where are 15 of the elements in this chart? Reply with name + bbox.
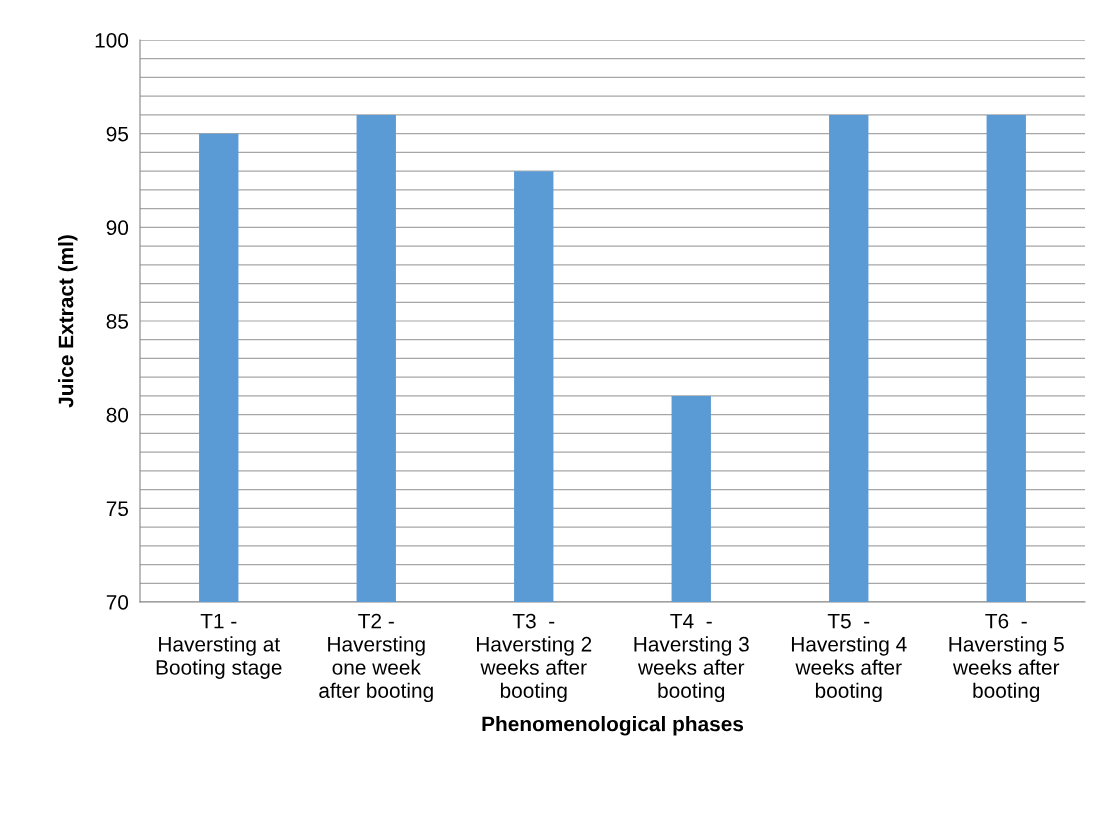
x-tick-label: T2 - Haversting one week after booting	[319, 613, 433, 703]
x-axis-title: Phenomenological phases	[482, 716, 744, 736]
y-axis-title: Juice Extract (ml)	[58, 235, 78, 408]
y-tick-label: 100	[95, 33, 129, 48]
x-tick-label: T3 - Haversting 2 weeks after booting	[476, 613, 592, 703]
y-tick-label: 70	[106, 595, 129, 610]
y-tick-label: 85	[106, 314, 129, 329]
y-tick-label: 80	[106, 407, 129, 423]
y-tick-label: 75	[106, 501, 129, 517]
x-tick-label: T5 - Haversting 4 weeks after booting	[791, 613, 907, 703]
x-tick-label: T4 - Haversting 3 weeks after booting	[634, 613, 749, 703]
y-tick-label: 90	[106, 220, 129, 236]
x-tick-label: T6 - Haversting 5 weeks after booting	[949, 613, 1064, 703]
y-tick-label: 95	[106, 126, 129, 142]
x-tick-label: T1 - Haversting at Booting stage	[156, 613, 282, 679]
